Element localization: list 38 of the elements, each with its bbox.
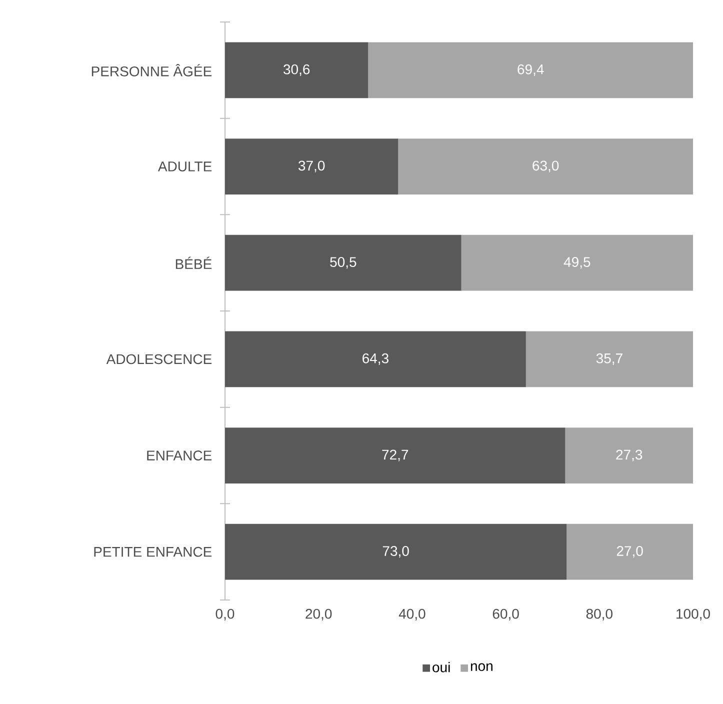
bar [225,428,566,484]
x-tick-label: 20,0 [306,608,332,620]
x-tick-label: 100,0 [676,608,710,620]
bar [461,234,694,291]
bar [566,524,694,580]
bar [565,428,694,484]
data-label: 35,7 [596,353,622,365]
data-label: 63,0 [532,160,559,172]
bar [368,42,694,98]
data-label: 30,6 [284,64,310,76]
y-tick-label: BÉBÉ [176,256,212,269]
data-label: 49,5 [564,257,590,269]
data-label: 72,7 [382,450,408,462]
data-label: 27,3 [616,450,642,462]
bar [225,234,462,291]
x-tick-label: 40,0 [398,608,426,620]
data-label: 73,0 [382,546,409,558]
y-tick-label: ADOLESCENCE [106,354,212,364]
y-tick-label: PERSONNE ÂGÉE [92,64,212,76]
data-label: 69,4 [518,64,544,76]
data-label: 37,0 [298,160,325,172]
data-label: 50,5 [330,257,356,269]
data-label: 27,0 [616,546,643,558]
bar [225,138,398,194]
bar [526,331,694,388]
legend-label: non [470,663,492,671]
y-tick-label: PETITE ENFANCE [94,546,212,557]
bar [398,138,694,194]
bar [225,524,567,580]
x-tick-label: 60,0 [492,608,519,620]
bar [225,331,526,388]
y-tick-label: ENFANCE [147,450,212,460]
y-tick-label: ADULTE [158,162,212,172]
x-tick-label: 80,0 [586,608,612,620]
legend-label: oui [432,662,450,672]
x-tick-label: 0,0 [216,608,234,620]
data-label: 64,3 [362,353,388,365]
bar [225,42,368,98]
